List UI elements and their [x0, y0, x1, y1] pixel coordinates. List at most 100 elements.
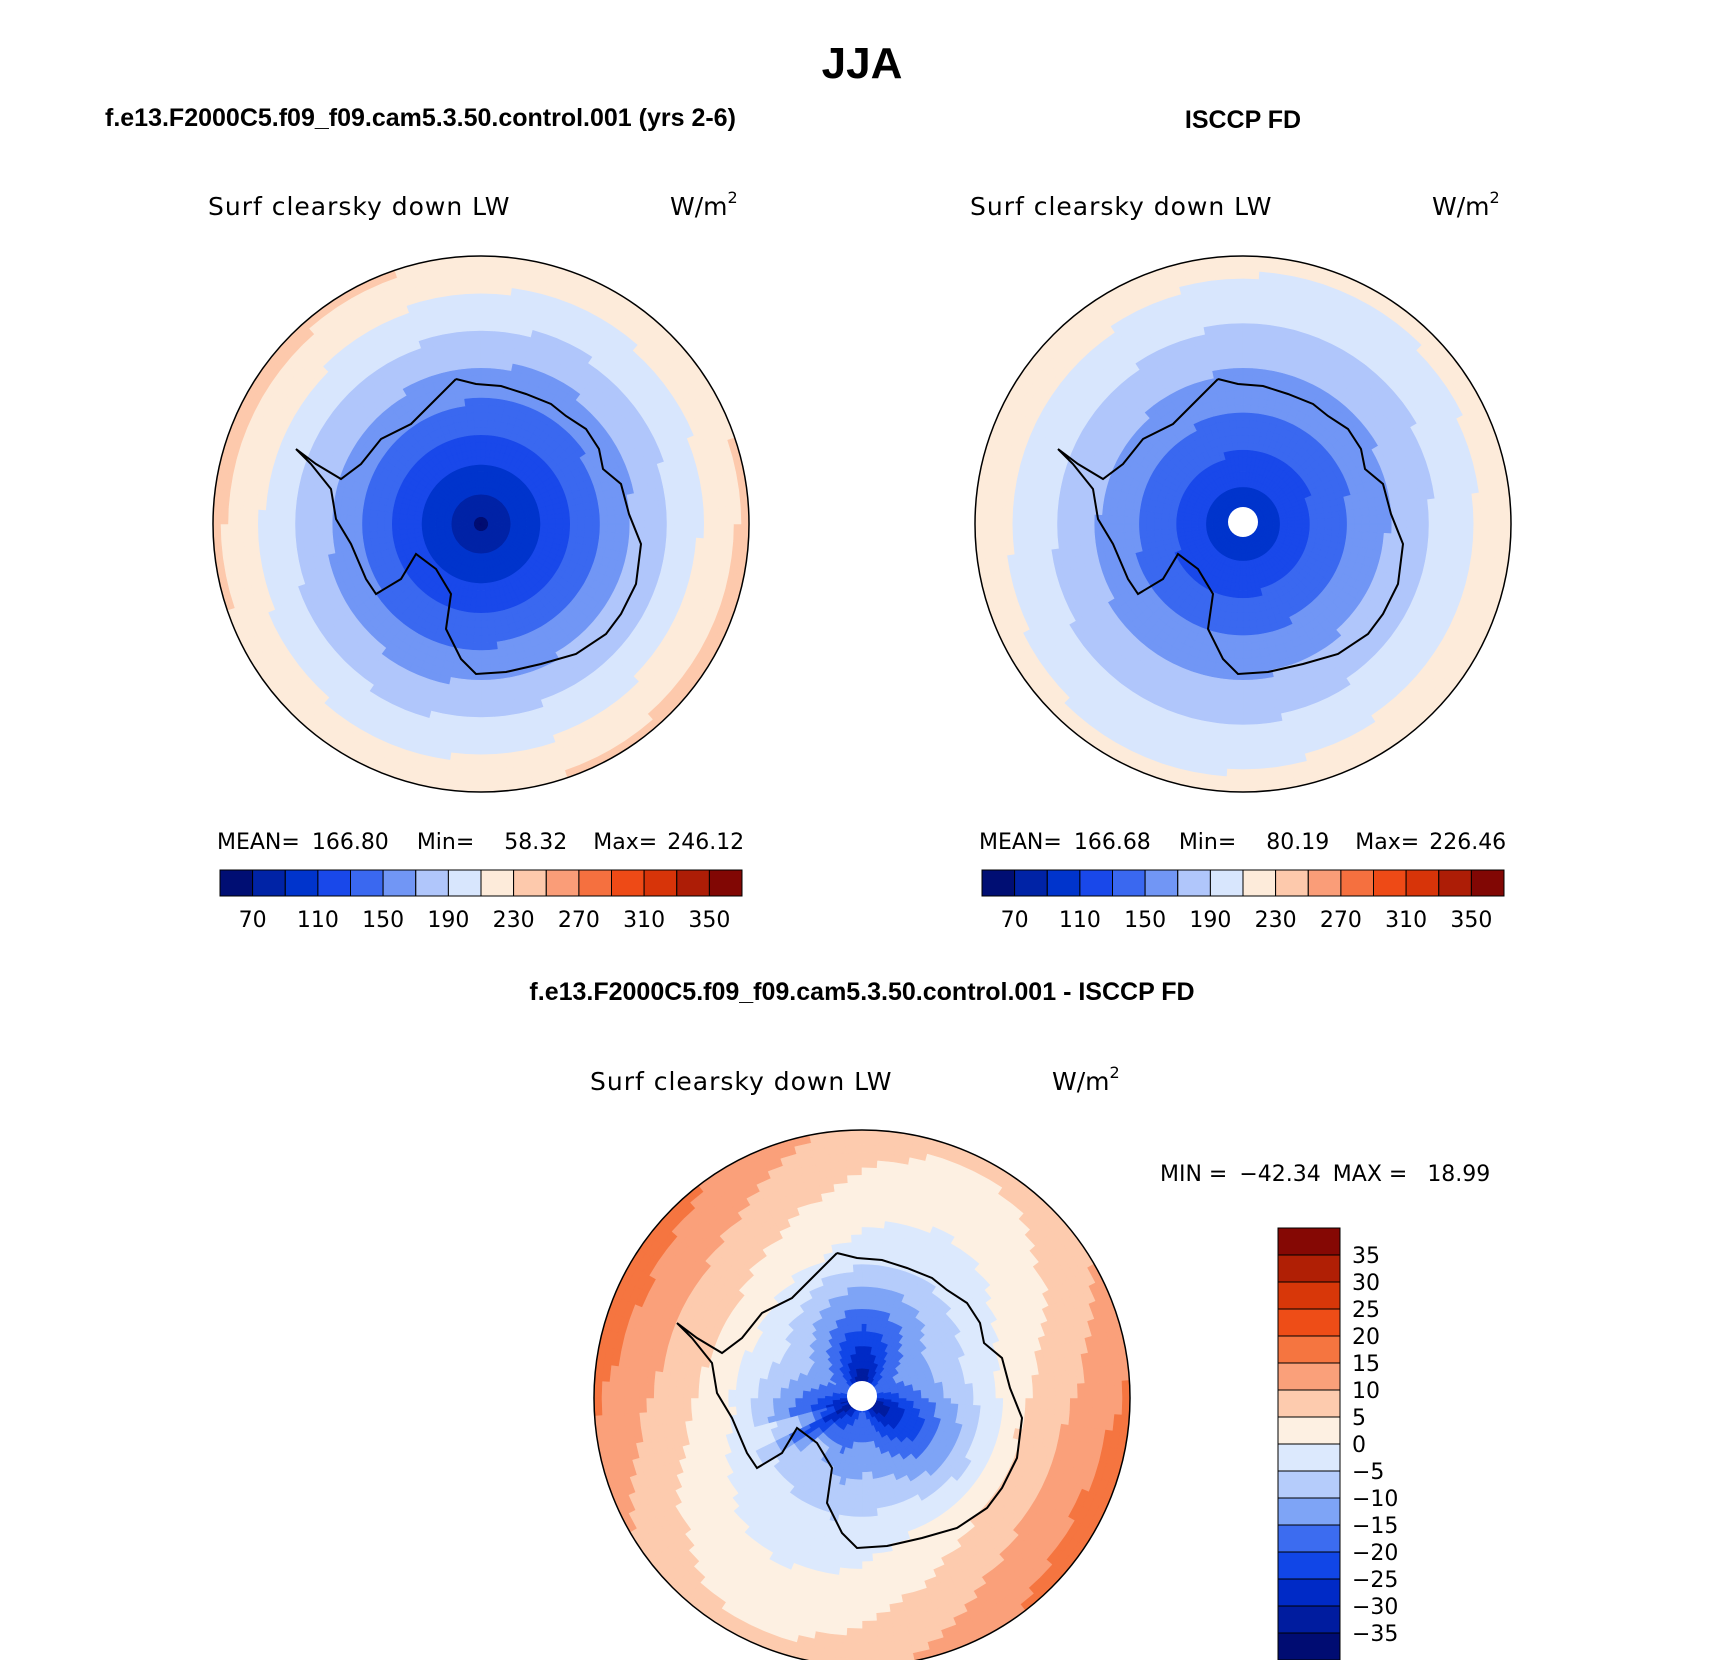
map-cell [480, 270, 498, 280]
map-cell [346, 523, 356, 534]
map-cell [480, 657, 491, 666]
map-cell [480, 701, 494, 711]
colorbar-swatch [447, 869, 482, 897]
map-cell [480, 590, 487, 599]
map-cell [1242, 449, 1249, 458]
map-cell [480, 783, 499, 792]
map-cell [309, 534, 319, 547]
map-cell [480, 716, 495, 726]
map-cell [666, 523, 675, 538]
map-cell [459, 360, 472, 370]
map-cell [568, 504, 578, 513]
map-cell [467, 709, 482, 718]
map-cell [480, 679, 493, 689]
map-cell [1237, 590, 1244, 599]
map-cell [1205, 523, 1214, 527]
map-cell [1242, 635, 1252, 644]
map-cell [474, 434, 482, 443]
map-cell [476, 464, 482, 473]
map-cell [324, 503, 334, 515]
map-cell [480, 307, 496, 317]
map-cell [740, 523, 749, 542]
map-cell [220, 523, 229, 542]
map-cell [466, 307, 482, 317]
map-cell [489, 382, 500, 392]
map-cell [1232, 449, 1239, 458]
map-cell [718, 523, 728, 541]
map-cell [463, 256, 482, 265]
map-cell [478, 486, 482, 495]
map-cell [317, 533, 327, 546]
map-cell [644, 512, 653, 525]
map-cell [480, 731, 496, 741]
map-cell [472, 642, 482, 651]
map-cell [346, 506, 356, 517]
map-cell [1235, 620, 1244, 629]
map-cell [294, 523, 304, 537]
map-cell [1238, 464, 1244, 473]
map-cell [480, 449, 487, 458]
map-cell [577, 523, 586, 532]
map-cell [1242, 605, 1250, 614]
map-cell [1242, 597, 1249, 607]
map-cell [480, 709, 495, 718]
map-cell [621, 523, 631, 535]
map-cell [486, 612, 494, 621]
map-cell [384, 529, 393, 537]
map-cell [413, 523, 422, 529]
map-cell [458, 352, 471, 362]
map-cell [234, 523, 244, 541]
map-cell [468, 337, 482, 347]
map-cell [465, 746, 482, 756]
map-cell [324, 523, 333, 535]
map-cell [725, 507, 735, 525]
map-cell [710, 523, 720, 540]
map-cell [493, 618, 502, 628]
map-cell [466, 300, 482, 309]
map-cell [242, 508, 252, 525]
map-cell [1175, 523, 1184, 529]
map-cell [279, 523, 289, 538]
map-cell [635, 502, 645, 515]
map-cell [376, 516, 385, 525]
map-cell [368, 516, 378, 525]
map-cell [718, 507, 728, 525]
map-cell [480, 560, 485, 570]
panel-obs-variable: Surf clearsky down LW [970, 192, 1273, 221]
colorbar-swatch [480, 869, 515, 897]
map-cell [1228, 412, 1237, 422]
map-cell [317, 502, 327, 515]
map-cell [470, 374, 482, 384]
map-cell [301, 511, 311, 525]
map-cell [480, 568, 485, 577]
map-cell [257, 523, 266, 539]
map-cell [1168, 523, 1177, 530]
map-cell [1153, 523, 1162, 531]
colorbar-tick-label: 110 [297, 908, 339, 933]
map-cell [462, 382, 473, 392]
colorbar-tick-label: 310 [623, 908, 665, 933]
map-cell [658, 511, 668, 525]
map-cell [1287, 520, 1296, 525]
map-cell [673, 510, 683, 525]
map-cell [1123, 508, 1133, 518]
map-cell [1160, 518, 1170, 525]
map-cell [469, 359, 482, 369]
map-cell [480, 285, 497, 295]
map-cell [480, 256, 499, 265]
map-cell [613, 532, 623, 543]
map-cell [480, 635, 490, 644]
map-cell [569, 511, 578, 519]
map-cell [294, 511, 304, 525]
colorbar-swatch [317, 869, 351, 897]
map-cell [1197, 523, 1207, 528]
map-cell [540, 519, 549, 525]
map-cell [710, 508, 720, 525]
map-cell [487, 626, 496, 636]
map-cell [464, 277, 482, 287]
map-cell [459, 678, 472, 688]
map-cell [467, 315, 482, 324]
map-cell [688, 523, 698, 539]
map-cell [703, 508, 713, 525]
map-cell [733, 506, 742, 525]
